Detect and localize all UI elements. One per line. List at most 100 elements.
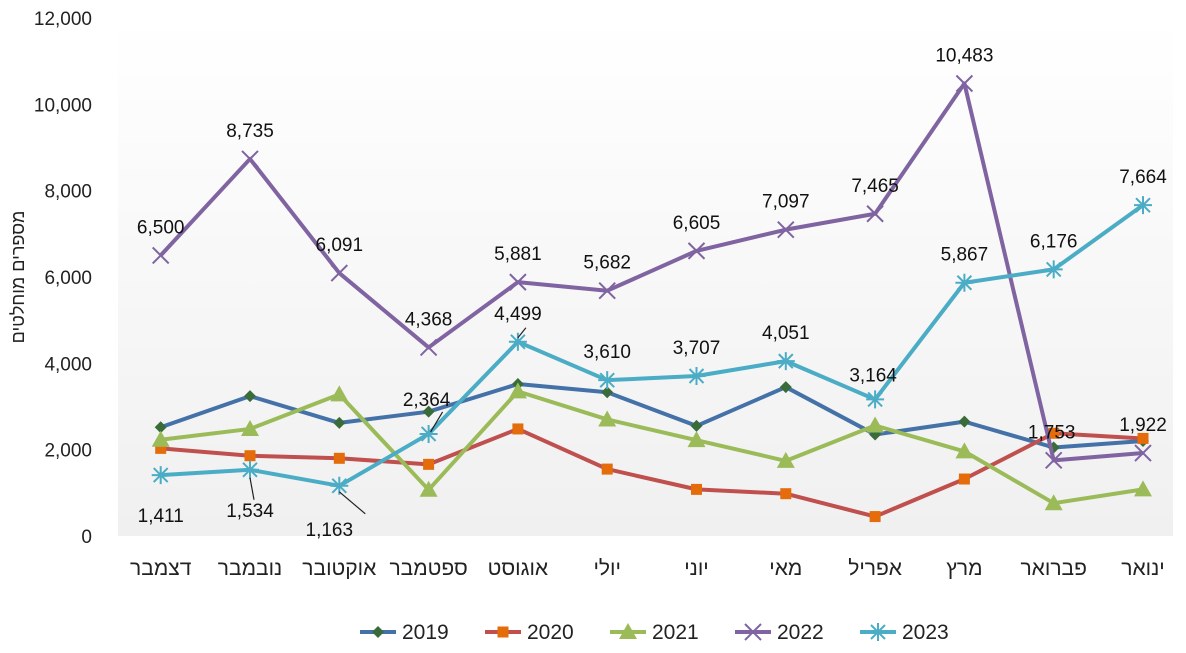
data-point [419, 424, 438, 443]
data-point [779, 381, 792, 394]
x-tick-label: יולי [593, 557, 621, 580]
data-point [866, 205, 884, 223]
data-point [512, 423, 524, 435]
data-label: 5,682 [583, 253, 631, 274]
data-point [780, 488, 792, 500]
data-point [687, 366, 706, 385]
data-label: 2,364 [403, 390, 451, 411]
data-point [958, 473, 970, 485]
series-2019 [154, 378, 1149, 454]
data-label: 6,091 [316, 235, 364, 256]
data-point [241, 460, 259, 479]
y-axis-title: מספרים מוחלטים [8, 211, 28, 344]
series-line [160, 382, 1144, 450]
data-point [598, 371, 617, 390]
data-label: 6,605 [673, 213, 721, 234]
x-tick-label: ינואר [1121, 557, 1165, 580]
y-tick-label: 10,000 [34, 95, 92, 116]
series-2021 [151, 382, 1152, 511]
legend-item-2023: 2023 [860, 621, 949, 644]
data-label: 1,753 [1028, 422, 1076, 443]
data-label: 3,610 [583, 342, 631, 363]
y-tick-label: 2,000 [44, 441, 92, 462]
data-label: 6,500 [137, 217, 185, 238]
data-label: 7,465 [851, 176, 899, 197]
x-tick-label: פברואר [1020, 557, 1086, 580]
data-point [1134, 444, 1152, 462]
legend-label: 2020 [527, 621, 574, 644]
legend-label: 2019 [402, 621, 449, 644]
legend-item-2021: 2021 [610, 621, 699, 644]
data-label: 1,411 [138, 506, 184, 527]
data-point [1044, 494, 1063, 511]
data-point [333, 416, 346, 429]
data-point [241, 150, 259, 168]
data-label: 3,707 [673, 338, 721, 359]
data-label: 1,922 [1119, 415, 1167, 436]
series-layer [151, 74, 1152, 523]
x-tick-label: מרץ [946, 557, 982, 580]
data-point [151, 246, 170, 265]
data-point [1044, 260, 1063, 279]
legend-item-2019: 2019 [360, 621, 449, 644]
series-2020 [155, 423, 1149, 523]
label-leader-line [338, 491, 366, 515]
data-point [958, 415, 971, 428]
legend-marker [497, 626, 509, 638]
series-line [160, 426, 1144, 519]
data-point [687, 242, 706, 260]
data-point [422, 405, 435, 418]
data-point [509, 273, 527, 291]
data-point [776, 352, 795, 371]
series-2022 [151, 74, 1152, 470]
data-point [1048, 427, 1060, 439]
data-point [244, 450, 256, 462]
data-point [155, 442, 167, 454]
y-tick-label: 4,000 [44, 354, 92, 375]
data-point [955, 442, 974, 459]
x-tick-label: אפריל [848, 557, 902, 580]
data-point [154, 421, 167, 434]
data-point [598, 282, 616, 300]
data-point [690, 419, 703, 432]
legend: 2019 2020 2021 2022 2023 [360, 621, 949, 644]
data-point [866, 416, 885, 433]
data-label: 6,176 [1030, 231, 1078, 252]
legend-label: 2022 [777, 621, 824, 644]
series-line [160, 389, 1144, 506]
data-point [333, 452, 345, 464]
data-point [955, 273, 974, 292]
legend-label: 2021 [652, 621, 699, 644]
data-point [687, 431, 706, 448]
data-point [244, 390, 256, 403]
legend-item-2022: 2022 [735, 621, 824, 644]
data-label: 3,164 [849, 365, 897, 386]
y-tick-label: 0 [81, 527, 92, 548]
data-label: 4,499 [494, 304, 542, 325]
data-label: 7,664 [1119, 167, 1167, 188]
x-tick-label: ספטמבר [389, 557, 467, 580]
data-label: 1,163 [306, 520, 354, 541]
data-point [423, 458, 435, 470]
legend-item-2020: 2020 [485, 621, 574, 644]
data-point [601, 463, 613, 475]
data-point [151, 466, 170, 485]
x-tick-label: יוני [684, 557, 709, 580]
x-tick-label: דצמבר [130, 557, 192, 580]
legend-marker [619, 623, 637, 639]
data-point [866, 390, 885, 409]
x-tick-label: אוגוסט [488, 557, 548, 580]
data-point [241, 419, 259, 436]
data-point [955, 74, 974, 93]
data-point [330, 476, 349, 495]
data-label: 8,735 [226, 121, 274, 142]
legend-label: 2023 [902, 621, 949, 644]
y-tick-label: 12,000 [34, 9, 92, 30]
data-point [419, 480, 438, 497]
data-point [777, 220, 795, 239]
data-point [1137, 432, 1149, 444]
data-label: 4,051 [762, 323, 810, 344]
legend-marker [372, 626, 384, 638]
